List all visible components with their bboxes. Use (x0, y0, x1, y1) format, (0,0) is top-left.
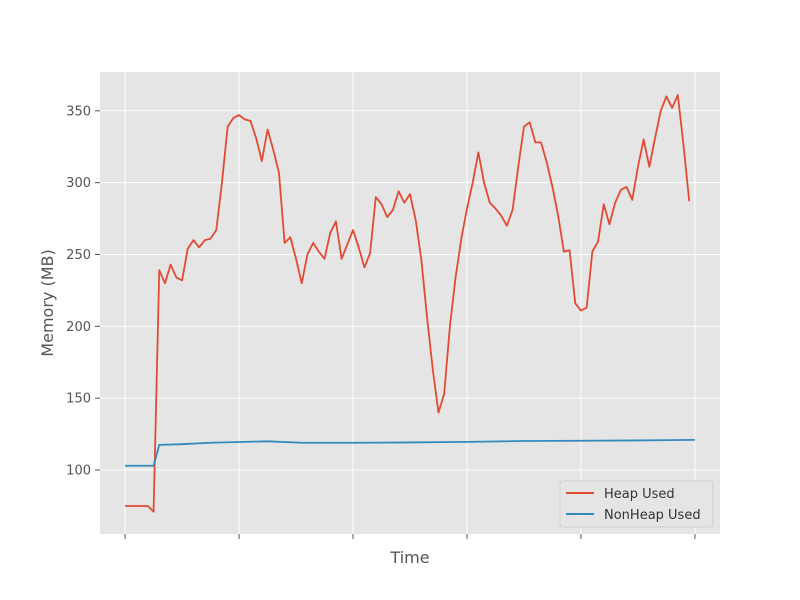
legend-label-nonheap-used: NonHeap Used (604, 508, 701, 523)
plot-background (100, 72, 720, 534)
legend-box (559, 480, 714, 528)
y-tick-label-150: 150 (66, 392, 91, 407)
series-line-heap-used (125, 94, 691, 513)
y-tick-label-250: 250 (66, 248, 91, 263)
x-axis-label: Time (389, 548, 429, 567)
series-line-nonheap-used (125, 438, 695, 467)
legend-label-heap-used: Heap Used (604, 487, 675, 502)
y-tick-label-100: 100 (66, 464, 91, 479)
y-tick-label-350: 350 (66, 104, 91, 119)
y-tick-label-300: 300 (66, 176, 91, 191)
series-lines (125, 94, 695, 513)
y-tick-label-200: 200 (66, 320, 91, 335)
grid-lines (100, 72, 720, 534)
legend: Heap Used NonHeap Used (559, 480, 714, 528)
axis-ticks: 100 150 200 250 300 350 (66, 104, 696, 539)
y-axis-label: Memory (MB) (38, 249, 57, 356)
